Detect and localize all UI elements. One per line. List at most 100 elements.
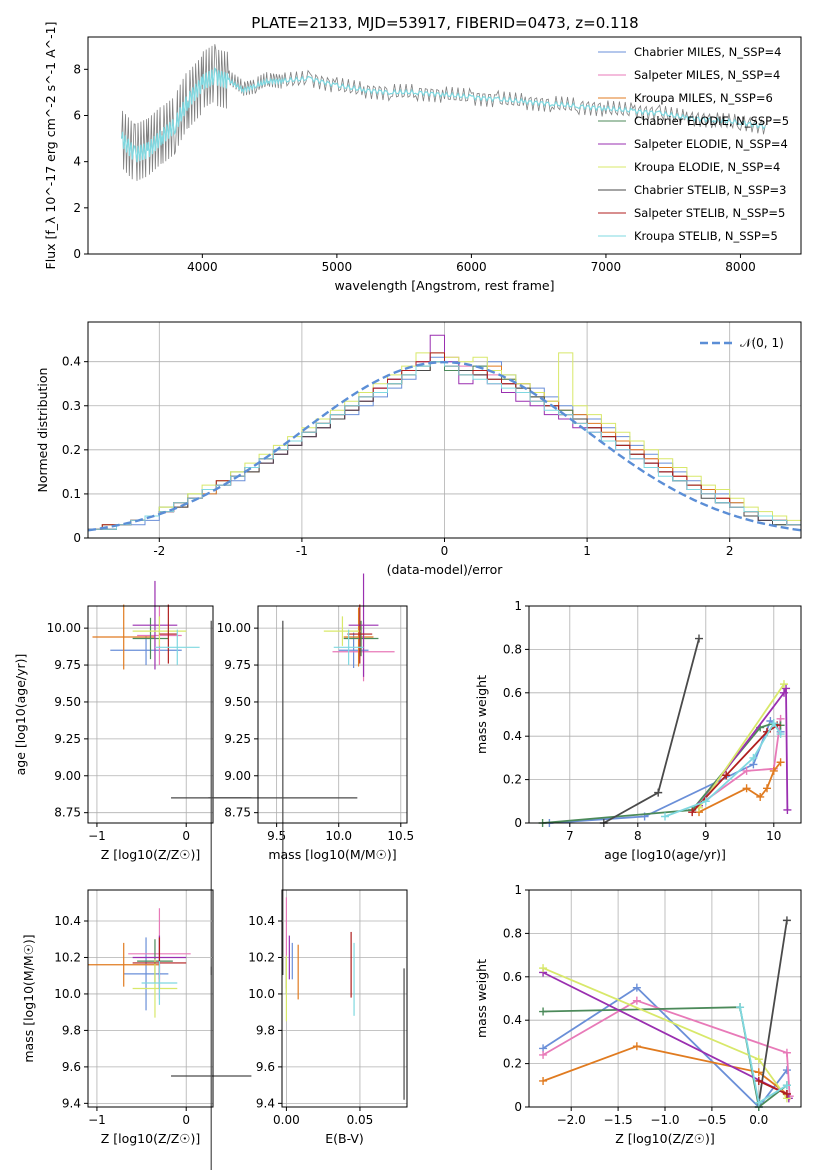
mass-vs-Z-frame — [87, 889, 214, 1108]
mass-weight-vs-Z-series-line — [542, 971, 790, 1099]
spectrum-ytick-label: 6 — [73, 108, 81, 122]
spectrum-legend-entry: Salpeter MILES, N_SSP=4 — [634, 68, 780, 82]
spectrum-xtick-label: 5000 — [322, 260, 353, 274]
mass-weight-vs-age-xtick-label: 10 — [766, 829, 781, 843]
mass-weight-vs-Z-xlabel: Z [log10(Z/Z☉)] — [615, 1131, 715, 1146]
mass-weight-vs-age-point-marker — [769, 766, 778, 775]
mass-weight-vs-age-point-marker — [661, 812, 669, 821]
residual-histogram-ytick-label: 0.1 — [62, 487, 81, 501]
spectrum-xlabel: wavelength [Angstrom, rest frame] — [334, 278, 554, 293]
mass-vs-Z-ytick-label: 9.6 — [62, 1060, 81, 1074]
spectrum-legend-entry: Kroupa MILES, N_SSP=6 — [634, 91, 773, 105]
mass-weight-vs-age-ytick-label: 0.6 — [503, 686, 522, 700]
mass-vs-Z-ytick-label: 9.4 — [62, 1096, 81, 1110]
spectrum-legend-entry: Kroupa ELODIE, N_SSP=4 — [634, 160, 780, 174]
spectrum-legend-entry: Salpeter ELODIE, N_SSP=4 — [634, 137, 788, 151]
mass-weight-vs-age-ylabel: mass weight — [474, 675, 489, 754]
mass-vs-Z-ytick-label: 10.4 — [54, 914, 81, 928]
residual-histogram-ytick-label: 0.4 — [62, 355, 81, 369]
mass-vs-Z-ytick-label: 10.2 — [54, 950, 81, 964]
residual-histogram-frame — [87, 321, 802, 539]
mass-weight-vs-age-series-line — [691, 724, 778, 813]
mass-weight-vs-age-point-marker — [769, 719, 778, 728]
mass-weight-vs-age-point-marker — [776, 730, 785, 739]
mass-weight-vs-age-point-marker — [783, 805, 792, 814]
spectrum-legend-entry: Kroupa STELIB, N_SSP=5 — [634, 229, 778, 243]
residual-histogram-ytick-label: 0 — [73, 531, 81, 545]
mass-weight-vs-Z-xtick-label: −1.0 — [650, 1113, 679, 1127]
mass-weight-vs-Z-point-marker — [782, 1081, 791, 1090]
age-vs-mass-ytick-label: 10.00 — [217, 621, 251, 635]
age-vs-Z-ytick-label: 8.75 — [54, 806, 81, 820]
mass-weight-vs-age-point-marker — [688, 808, 697, 817]
residual-histogram-xtick-label: 2 — [726, 544, 734, 558]
residual-histogram-xlabel: (data-model)/error — [387, 562, 504, 577]
mass-vs-ebv-frame — [281, 889, 408, 1108]
mass-vs-ebv-xtick-label: 0.00 — [273, 1113, 300, 1127]
mass-vs-ebv-ytick-label: 9.8 — [256, 1023, 275, 1037]
age-vs-mass-ytick-label: 9.00 — [224, 769, 251, 783]
mass-weight-vs-age-ytick-label: 0 — [514, 816, 522, 830]
mass-weight-vs-Z-ytick-label: 0.4 — [503, 1013, 522, 1027]
age-vs-mass-xlabel: mass [log10(M/M☉)] — [268, 847, 396, 862]
residual-histogram-ylabel: Normed distribution — [35, 368, 50, 493]
residual-histogram-xtick-label: -1 — [296, 544, 308, 558]
mass-vs-Z-ylabel: mass [log10(M/M☉)] — [21, 934, 36, 1062]
mass-weight-vs-age-ytick-label: 0.4 — [503, 729, 522, 743]
normal-curve-line — [87, 360, 802, 532]
mass-weight-vs-Z-ytick-label: 0.2 — [503, 1057, 522, 1071]
mass-weight-vs-Z-ytick-label: 0.8 — [503, 926, 522, 940]
age-vs-Z-xtick-label: 0 — [182, 829, 190, 843]
mass-vs-ebv-xtick-label: 0.05 — [347, 1113, 374, 1127]
mass-weight-vs-age-series-line — [691, 718, 782, 811]
mass-weight-vs-age-xlabel: age [log10(age/yr)] — [604, 847, 726, 862]
mass-weight-vs-Z-series-line — [542, 1045, 788, 1095]
mass-weight-vs-age-point-marker — [742, 784, 751, 793]
mass-weight-vs-age-point-marker — [782, 684, 791, 693]
mass-weight-vs-age-series-line — [698, 688, 789, 811]
mass-vs-Z-xtick-label: 0 — [182, 1113, 190, 1127]
spectrum-ytick-label: 8 — [73, 62, 81, 76]
histogram-legend-entry: 𝒩(0, 1) — [740, 336, 784, 350]
spectrum-frame — [87, 36, 802, 255]
mass-weight-vs-age-point-marker — [780, 688, 788, 697]
mass-weight-vs-Z-point-marker — [754, 1098, 763, 1107]
mass-weight-vs-Z-ytick-label: 0 — [514, 1100, 522, 1114]
mass-weight-vs-age-ytick-label: 1 — [514, 599, 522, 613]
mass-weight-vs-Z-point-marker — [782, 1048, 791, 1057]
mass-vs-Z-ytick-label: 10.0 — [54, 987, 81, 1001]
residual-histogram-xtick-label: -2 — [153, 544, 165, 558]
mass-vs-Z-xlabel: Z [log10(Z/Z☉)] — [101, 1131, 201, 1146]
spectrum-legend-entry: Salpeter STELIB, N_SSP=5 — [634, 206, 785, 220]
spectrum-legend-entry: Chabrier STELIB, N_SSP=3 — [634, 183, 786, 197]
mass-weight-vs-Z-xtick-label: −1.5 — [604, 1113, 633, 1127]
mass-weight-vs-age-point-marker — [695, 634, 703, 643]
mass-weight-vs-Z-point-marker — [539, 1076, 548, 1085]
age-vs-mass-ytick-label: 9.75 — [224, 658, 251, 672]
mass-weight-vs-age-series-line — [698, 683, 785, 809]
age-vs-mass-xtick-label: 10.5 — [387, 829, 414, 843]
mass-weight-vs-Z-point-marker — [754, 1055, 763, 1064]
mass-weight-vs-Z-xtick-label: 0.0 — [749, 1113, 768, 1127]
mass-weight-vs-age-point-marker — [776, 758, 785, 767]
mass-weight-vs-age-point-marker — [722, 771, 731, 780]
age-vs-mass-xtick-label: 9.5 — [267, 829, 286, 843]
age-vs-Z-ylabel: age [log10(age/yr)] — [13, 654, 28, 776]
spectrum-legend-entry: Chabrier MILES, N_SSP=4 — [634, 45, 781, 59]
age-vs-Z-ytick-label: 9.50 — [54, 695, 81, 709]
mass-weight-vs-age-frame — [528, 605, 802, 824]
spectrum-xtick-label: 6000 — [456, 260, 487, 274]
mass-vs-Z-ytick-label: 9.8 — [62, 1023, 81, 1037]
age-vs-mass-ytick-label: 9.25 — [224, 732, 251, 746]
age-vs-Z-xtick-label: −1 — [88, 829, 106, 843]
age-vs-mass-ytick-label: 9.50 — [224, 695, 251, 709]
mass-weight-vs-age-point-marker — [654, 788, 663, 797]
mass-weight-vs-Z-ylabel: mass weight — [474, 959, 489, 1038]
spectrum-ytick-label: 2 — [73, 201, 81, 215]
mass-weight-vs-age-series-line — [603, 638, 700, 824]
mass-weight-vs-age-xtick-label: 7 — [566, 829, 574, 843]
mass-weight-vs-Z-point-marker — [754, 1068, 763, 1077]
spectrum-xtick-label: 7000 — [591, 260, 622, 274]
residual-histogram-xtick-label: 0 — [441, 544, 449, 558]
